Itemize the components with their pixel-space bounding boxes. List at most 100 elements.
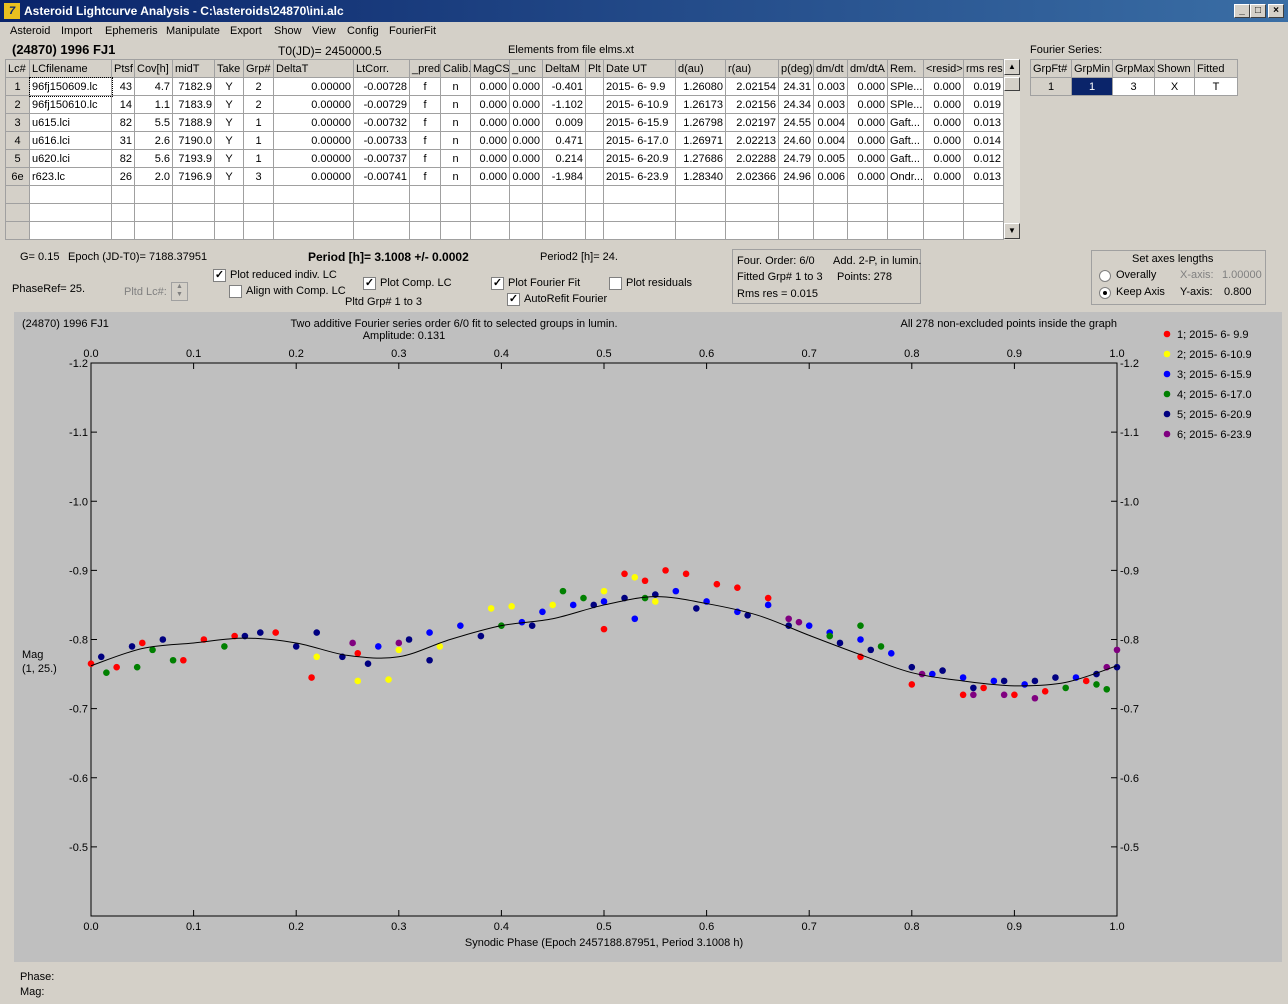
table-cell[interactable]: 0.000 [509,149,543,168]
fourier-cell[interactable]: T [1194,77,1238,96]
table-cell[interactable]: 0.000 [509,77,543,96]
table-cell[interactable] [509,185,543,204]
table-cell[interactable]: 43 [111,77,135,96]
table-cell[interactable]: 26 [111,167,135,186]
menu-view[interactable]: View [312,25,336,37]
table-cell[interactable]: 2 [243,95,274,114]
table-cell[interactable]: 7183.9 [172,95,215,114]
fourier-column-header[interactable]: Fitted [1194,59,1238,78]
table-row[interactable]: 1 96fj150609.lc 43 4.7 7182.9 Y 2 0.00000 -0.007… [5,76,1004,97]
table-cell[interactable]: 0.005 [813,149,848,168]
table-cell[interactable] [273,203,354,222]
table-cell[interactable]: 5.6 [134,149,173,168]
table-cell[interactable] [603,203,676,222]
table-cell[interactable] [778,221,814,240]
plot-fourier-checkbox[interactable]: ✓ [491,277,504,290]
table-cell[interactable] [585,203,604,222]
table-cell[interactable] [813,221,848,240]
table-cell[interactable] [847,203,888,222]
table-cell[interactable] [5,203,30,222]
table-cell[interactable]: 6e [5,167,30,186]
table-cell[interactable] [111,221,135,240]
table-cell[interactable]: u616.lci [29,131,112,150]
pltd-lc-spinner[interactable]: ▲ ▼ [171,282,188,301]
lightcurve-plot-panel[interactable]: (24870) 1996 FJ1 Two additive Fourier ser… [14,312,1282,962]
table-cell[interactable]: 2.02288 [725,149,779,168]
table-cell[interactable]: 1 [243,131,274,150]
table-cell[interactable]: 4 [5,131,30,150]
column-header[interactable]: dm/dt [813,59,848,78]
menu-asteroid[interactable]: Asteroid [10,25,51,37]
table-cell[interactable]: 0.471 [542,131,586,150]
column-header[interactable]: LtCorr. [353,59,410,78]
table-cell[interactable] [585,95,604,114]
column-header[interactable]: _pred. [409,59,441,78]
table-cell[interactable] [813,185,848,204]
table-cell[interactable]: n [440,113,471,132]
fourier-cell[interactable]: 1 [1030,77,1072,96]
column-header[interactable]: Cov[h] [134,59,173,78]
plot-reduced-checkbox[interactable]: ✓ [213,269,226,282]
column-header[interactable]: dm/dtA [847,59,888,78]
table-cell[interactable] [243,185,274,204]
table-cell[interactable] [273,221,354,240]
table-cell[interactable]: 0.000 [470,167,510,186]
axes-overall-radio[interactable] [1099,270,1111,282]
column-header[interactable]: _unc [509,59,543,78]
table-cell[interactable] [172,203,215,222]
table-cell[interactable]: Ondr... [887,167,924,186]
table-cell[interactable] [440,221,471,240]
lightcurve-chart[interactable]: (24870) 1996 FJ1 Two additive Fourier ser… [14,312,1282,962]
table-cell[interactable]: -1.102 [542,95,586,114]
table-cell[interactable]: -0.00733 [353,131,410,150]
table-cell[interactable]: 14 [111,95,135,114]
scroll-up-icon[interactable]: ▲ [1004,59,1020,75]
column-header[interactable]: Ptsf [111,59,135,78]
table-cell[interactable]: 0.000 [847,95,888,114]
table-cell[interactable]: 1.27686 [675,149,726,168]
table-cell[interactable] [585,221,604,240]
close-button[interactable]: × [1268,4,1284,18]
table-cell[interactable] [470,185,510,204]
table-cell[interactable]: 1 [5,77,30,96]
table-cell[interactable] [585,167,604,186]
plot-residuals-checkbox[interactable] [609,277,622,290]
table-cell[interactable] [29,221,112,240]
table-cell[interactable]: f [409,113,441,132]
menu-show[interactable]: Show [274,25,302,37]
column-header[interactable]: Calib. [440,59,471,78]
column-header[interactable]: Grp# [243,59,274,78]
table-cell[interactable]: 2.02156 [725,95,779,114]
table-cell[interactable] [243,221,274,240]
table-cell[interactable] [778,203,814,222]
table-cell[interactable]: 0.000 [509,167,543,186]
table-cell[interactable]: 0.000 [470,77,510,96]
table-cell[interactable]: 0.000 [470,95,510,114]
table-cell[interactable] [778,185,814,204]
table-cell[interactable]: 0.013 [963,167,1004,186]
table-cell[interactable]: 7193.9 [172,149,215,168]
table-cell[interactable]: 96fj150610.lc [29,95,112,114]
table-cell[interactable] [963,185,1004,204]
table-cell[interactable]: Gaft... [887,113,924,132]
fourier-column-header[interactable]: Shown [1154,59,1195,78]
table-cell[interactable]: 2015- 6-10.9 [603,95,676,114]
minimize-button[interactable]: _ [1234,4,1250,18]
table-cell[interactable]: 0.004 [813,113,848,132]
empty-row[interactable] [5,221,1004,240]
table-cell[interactable]: 0.006 [813,167,848,186]
table-cell[interactable]: 0.00000 [273,149,354,168]
table-cell[interactable]: f [409,149,441,168]
table-cell[interactable] [470,221,510,240]
table-cell[interactable] [585,149,604,168]
table-cell[interactable]: f [409,77,441,96]
table-cell[interactable] [887,185,924,204]
table-cell[interactable]: 0.004 [813,131,848,150]
column-header[interactable]: Date UT [603,59,676,78]
scroll-thumb[interactable] [1004,77,1020,91]
table-cell[interactable]: -1.984 [542,167,586,186]
table-cell[interactable]: 0.00000 [273,113,354,132]
menu-export[interactable]: Export [230,25,262,37]
column-header[interactable]: d(au) [675,59,726,78]
